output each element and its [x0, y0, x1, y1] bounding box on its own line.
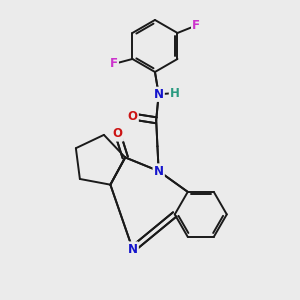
Text: F: F — [110, 57, 118, 70]
Text: O: O — [128, 110, 138, 123]
Text: F: F — [192, 19, 200, 32]
Text: O: O — [128, 110, 138, 123]
Text: F: F — [192, 19, 200, 32]
Text: N: N — [154, 88, 164, 101]
Text: H: H — [170, 86, 180, 100]
Text: O: O — [113, 128, 123, 140]
Text: O: O — [113, 128, 123, 140]
Text: N: N — [128, 243, 138, 256]
Text: N: N — [154, 88, 164, 101]
Text: N: N — [154, 165, 164, 178]
Text: F: F — [110, 57, 118, 70]
Text: H: H — [170, 86, 180, 100]
Text: N: N — [128, 243, 138, 256]
Text: N: N — [154, 165, 164, 178]
